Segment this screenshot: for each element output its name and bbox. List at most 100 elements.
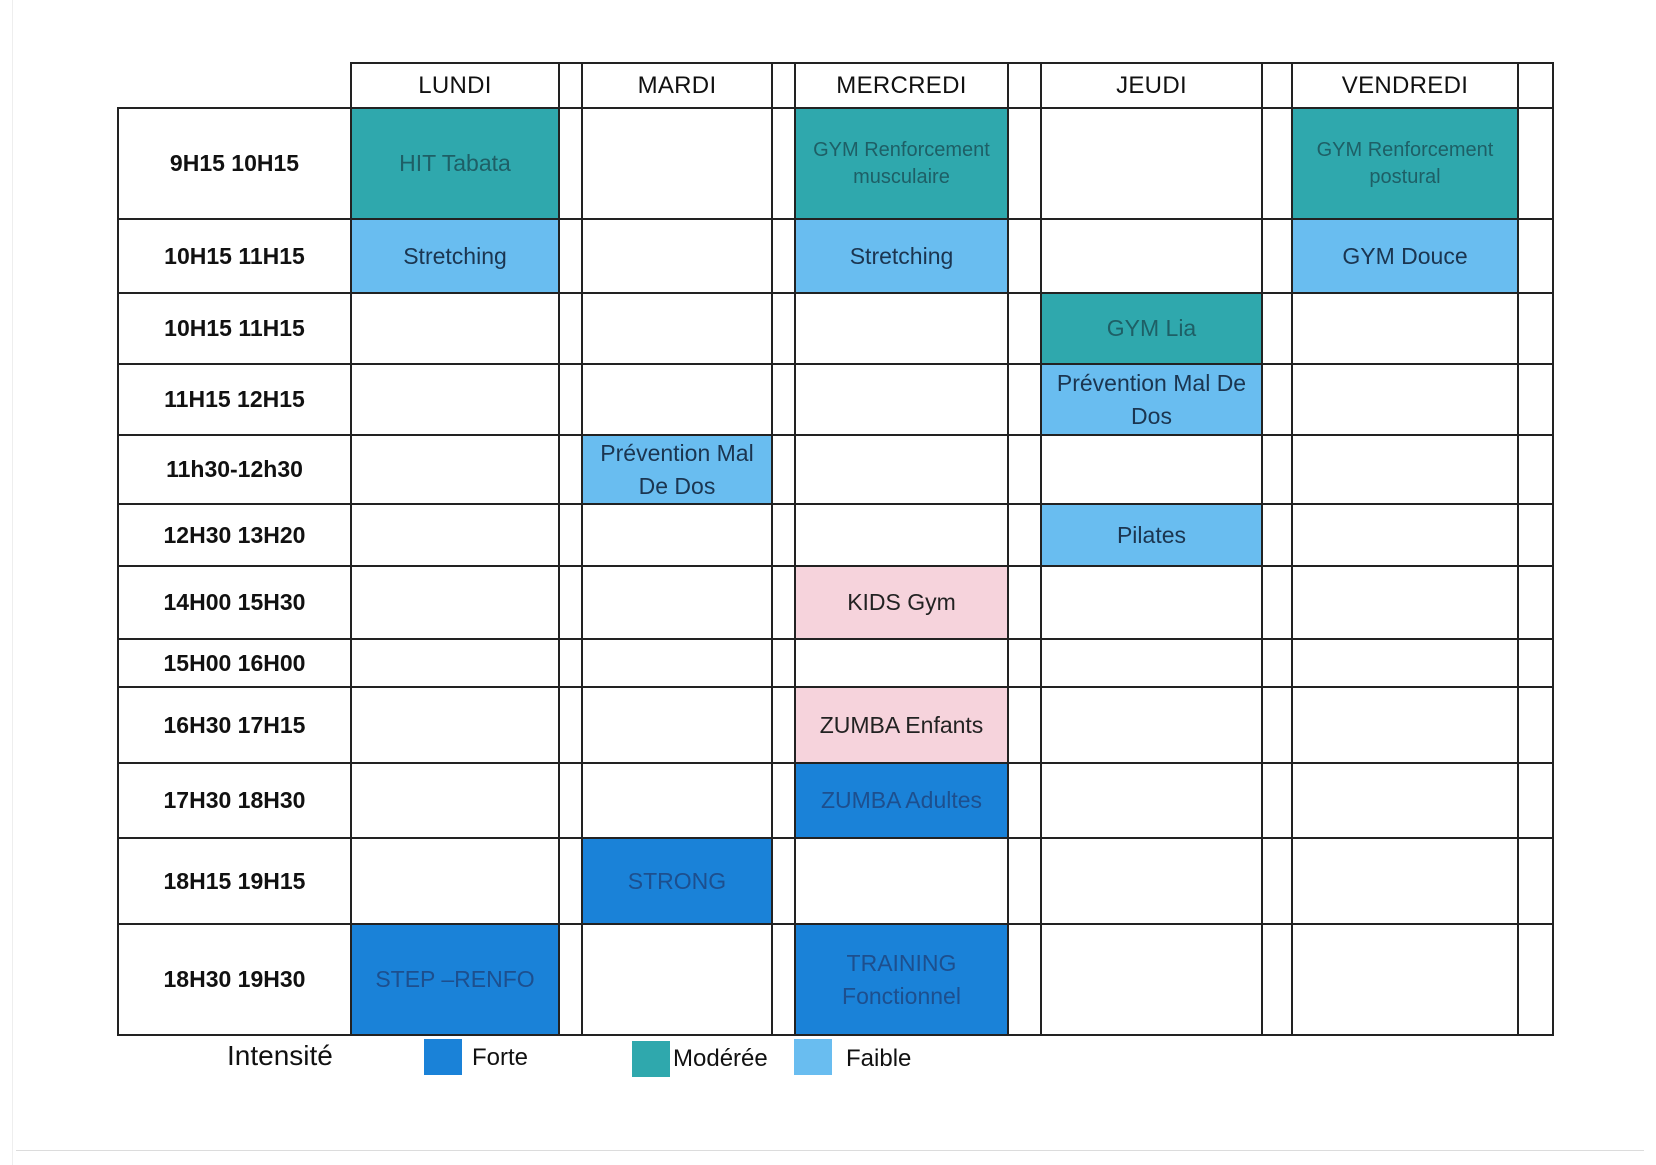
spacer-cell bbox=[558, 565, 583, 640]
spacer-cell bbox=[558, 837, 583, 925]
spacer-cell bbox=[1007, 923, 1042, 1036]
empty-cell bbox=[1291, 363, 1519, 436]
empty-cell bbox=[1040, 218, 1263, 294]
empty-cell bbox=[794, 363, 1009, 436]
class-cell: GYM Renforcement postural bbox=[1291, 107, 1519, 220]
time-slot-label: 11H15 12H15 bbox=[117, 363, 352, 436]
spacer-cell bbox=[558, 107, 583, 220]
class-cell: ZUMBA Adultes bbox=[794, 762, 1009, 839]
empty-cell bbox=[794, 638, 1009, 688]
empty-cell bbox=[350, 503, 560, 567]
day-header: MARDI bbox=[581, 62, 773, 109]
empty-cell bbox=[581, 638, 773, 688]
class-cell: GYM Douce bbox=[1291, 218, 1519, 294]
time-slot-row: 15H00 16H00 bbox=[117, 638, 1554, 688]
spacer-cell bbox=[1517, 292, 1554, 365]
spacer-cell bbox=[558, 762, 583, 839]
day-header: MERCREDI bbox=[794, 62, 1009, 109]
empty-cell bbox=[581, 292, 773, 365]
time-slot-row: 14H00 15H30 KIDS Gym bbox=[117, 565, 1554, 640]
spacer-cell bbox=[771, 762, 796, 839]
empty-cell bbox=[1291, 434, 1519, 505]
time-slot-row: 18H15 19H15 STRONG bbox=[117, 837, 1554, 925]
empty-cell bbox=[1040, 107, 1263, 220]
empty-cell bbox=[581, 218, 773, 294]
spacer-cell bbox=[1517, 762, 1554, 839]
spacer-cell bbox=[1007, 434, 1042, 505]
spacer-cell bbox=[1261, 638, 1293, 688]
empty-cell bbox=[794, 837, 1009, 925]
empty-cell bbox=[350, 434, 560, 505]
spacer-cell bbox=[771, 62, 796, 109]
spacer-cell bbox=[771, 565, 796, 640]
time-slot-label: 16H30 17H15 bbox=[117, 686, 352, 764]
page-edge bbox=[12, 0, 13, 1165]
legend-swatch-forte bbox=[424, 1039, 462, 1075]
spacer-cell bbox=[1007, 218, 1042, 294]
day-header: LUNDI bbox=[350, 62, 560, 109]
spacer-cell bbox=[1007, 62, 1042, 109]
spacer-cell bbox=[771, 218, 796, 294]
empty-cell bbox=[581, 762, 773, 839]
empty-cell bbox=[1040, 565, 1263, 640]
spacer-cell bbox=[1007, 837, 1042, 925]
empty-cell bbox=[1291, 837, 1519, 925]
empty-cell bbox=[581, 565, 773, 640]
spacer-cell bbox=[558, 218, 583, 294]
spacer-cell bbox=[1517, 565, 1554, 640]
spacer-cell bbox=[771, 503, 796, 567]
spacer-cell bbox=[1007, 638, 1042, 688]
legend-swatch-faible bbox=[794, 1039, 832, 1075]
page-edge bbox=[16, 1150, 1644, 1151]
time-slot-label: 12H30 13H20 bbox=[117, 503, 352, 567]
time-slot-label: 18H15 19H15 bbox=[117, 837, 352, 925]
corner-cell bbox=[118, 63, 352, 109]
spacer-cell bbox=[558, 503, 583, 567]
empty-cell bbox=[350, 762, 560, 839]
time-slot-row: 16H30 17H15 ZUMBA Enfants bbox=[117, 686, 1554, 764]
class-cell: KIDS Gym bbox=[794, 565, 1009, 640]
spacer-cell bbox=[771, 837, 796, 925]
spacer-cell bbox=[771, 363, 796, 436]
spacer-cell bbox=[771, 686, 796, 764]
spacer-cell bbox=[558, 686, 583, 764]
spacer-cell bbox=[558, 434, 583, 505]
time-slot-row: 12H30 13H20 Pilates bbox=[117, 503, 1554, 567]
empty-cell bbox=[1291, 565, 1519, 640]
class-cell: GYM Lia bbox=[1040, 292, 1263, 365]
spacer-cell bbox=[771, 638, 796, 688]
time-slot-label: 10H15 11H15 bbox=[117, 218, 352, 294]
empty-cell bbox=[794, 292, 1009, 365]
time-slot-row: 10H15 11H15 GYM Lia bbox=[117, 292, 1554, 365]
time-slot-row: 9H15 10H15 HIT Tabata GYM Renforcement mus… bbox=[117, 107, 1554, 220]
spacer-cell bbox=[1261, 62, 1293, 109]
spacer-cell bbox=[1517, 638, 1554, 688]
empty-cell bbox=[1291, 686, 1519, 764]
spacer-cell bbox=[1261, 503, 1293, 567]
time-slot-label: 15H00 16H00 bbox=[117, 638, 352, 688]
time-slot-label: 11h30-12h30 bbox=[117, 434, 352, 505]
class-cell: ZUMBA Enfants bbox=[794, 686, 1009, 764]
empty-cell bbox=[1291, 503, 1519, 567]
spacer-cell bbox=[1517, 923, 1554, 1036]
empty-cell bbox=[1040, 686, 1263, 764]
class-cell: Stretching bbox=[794, 218, 1009, 294]
empty-cell bbox=[350, 837, 560, 925]
spacer-cell bbox=[1007, 107, 1042, 220]
empty-cell bbox=[1040, 762, 1263, 839]
spacer-cell bbox=[558, 292, 583, 365]
empty-cell bbox=[794, 434, 1009, 505]
schedule-body: 9H15 10H15 HIT Tabata GYM Renforcement mus… bbox=[117, 107, 1554, 1036]
spacer-cell bbox=[1261, 565, 1293, 640]
spacer-cell bbox=[1007, 363, 1042, 436]
spacer-cell bbox=[1517, 686, 1554, 764]
empty-cell bbox=[1040, 837, 1263, 925]
spacer-cell bbox=[1261, 107, 1293, 220]
class-cell: HIT Tabata bbox=[350, 107, 560, 220]
class-cell: STEP –RENFO bbox=[350, 923, 560, 1036]
day-header: VENDREDI bbox=[1291, 62, 1519, 109]
spacer-cell bbox=[1517, 107, 1554, 220]
spacer-cell bbox=[558, 923, 583, 1036]
spacer-cell bbox=[1007, 503, 1042, 567]
spacer-cell bbox=[1261, 686, 1293, 764]
